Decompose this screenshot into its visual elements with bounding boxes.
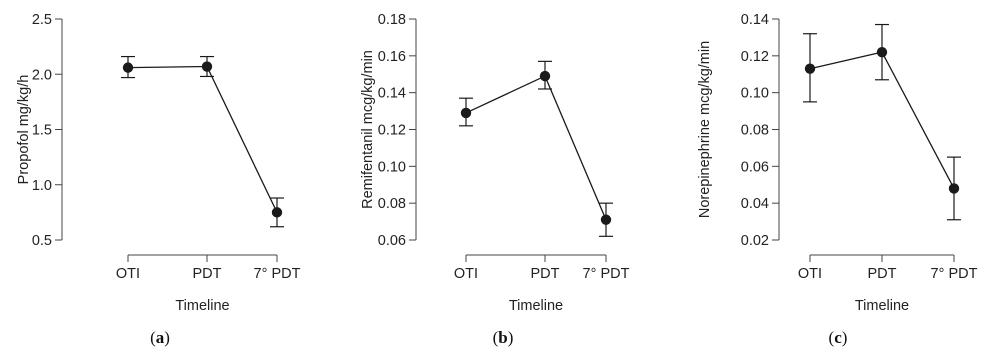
panel-label-letter: b [498,328,507,347]
y-tick-label: 1.0 [32,178,52,194]
y-tick-label: 0.02 [741,233,769,249]
panel-label-close: ) [842,328,848,347]
x-tick-label: OTI [454,266,478,282]
y-tick-label: 0.10 [378,159,406,175]
x-tick-label: PDT [193,266,222,282]
x-tick-label: PDT [531,266,560,282]
chart-panel-b: 0.06 0.08 0.10 0.12 0.14 0.16 0.18 OTI PDT 7° PDT… [360,12,630,347]
y-tick-label: 0.10 [741,86,769,102]
series-line [127,65,278,213]
x-axis-title: Timeline [855,298,909,314]
x-tick-label: 7° PDT [254,266,301,282]
y-tick-label: 0.08 [378,196,406,212]
data-point [201,61,213,72]
chart-panel-c: 0.02 0.04 0.06 0.08 0.10 0.12 0.14 OTI PDT 7° PDT… [697,12,978,347]
x-axis-title: Timeline [175,298,229,314]
series-line [465,75,607,220]
panel-label-open: ( [150,328,156,347]
panel-label: (c) [829,328,848,347]
panel-label-open: ( [493,328,499,347]
y-tick-label: 0.04 [741,196,769,212]
y-tick-label: 0.06 [378,233,406,249]
data-point [460,107,472,119]
x-tick-label: OTI [798,266,822,282]
panel-label: (a) [150,328,170,347]
data-point [876,46,888,58]
y-tick-label: 0.12 [378,123,406,139]
data-point [539,70,551,82]
y-tick-label: 0.08 [741,123,769,139]
x-tick-label: PDT [868,266,897,282]
x-tick-label: OTI [116,266,140,282]
y-axis-title: Propofol mg/kg/h [16,75,32,185]
panel-label-letter: c [834,328,842,347]
data-point [122,62,134,73]
y-tick-label: 0.14 [741,12,769,28]
panel-label-close: ) [508,328,514,347]
y-tick-label: 0.18 [378,12,406,28]
x-axis-title: Timeline [509,298,563,314]
y-tick-label: 0.14 [378,86,406,102]
y-tick-label: 0.5 [32,233,52,249]
y-tick-label: 0.16 [378,49,406,65]
data-point [271,207,283,218]
y-tick-label: 0.06 [741,159,769,175]
data-point [948,183,960,194]
x-tick-label: 7° PDT [931,266,978,282]
panel-label-close: ) [164,328,170,347]
y-axis-title: Remifentanil mcg/kg/min [360,50,376,209]
y-tick-label: 2.5 [32,12,52,28]
panel-label-open: ( [829,328,835,347]
y-tick-label: 0.12 [741,49,769,65]
chart-panel-a: 0.5 1.0 1.5 2.0 2.5 OTI PDT 7° PDT Timeline Propo… [16,12,301,347]
panel-label-letter: a [156,328,165,347]
y-tick-label: 1.5 [32,123,52,139]
x-tick-label: 7° PDT [583,266,630,282]
data-point [804,63,816,74]
panel-label: (b) [493,328,514,347]
y-tick-label: 2.0 [32,67,52,83]
y-axis-title: Norepinephrine mcg/kg/min [697,41,713,218]
data-point [600,214,612,225]
